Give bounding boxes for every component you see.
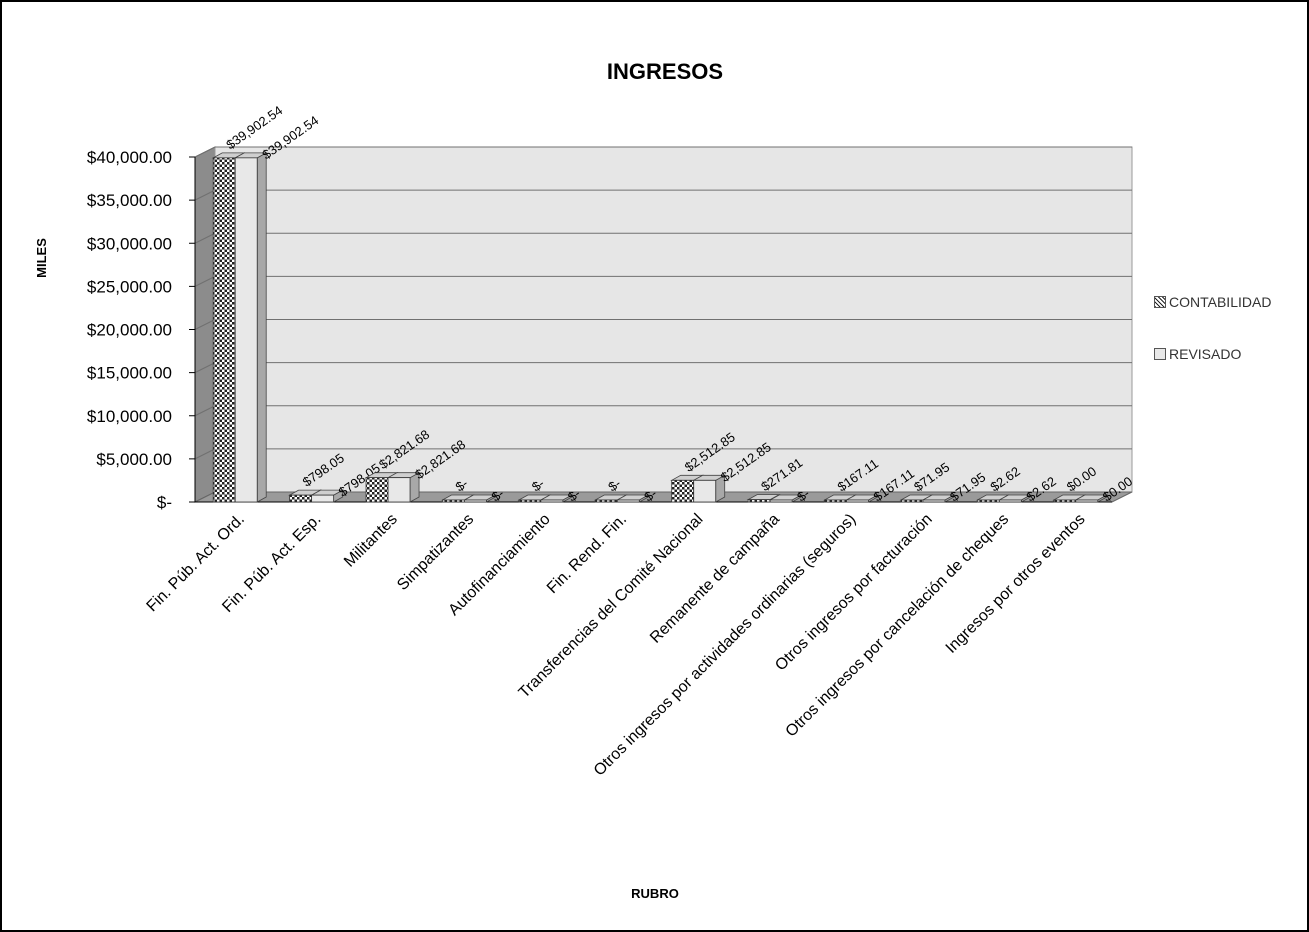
gridline-side xyxy=(194,448,216,460)
bar-revisado xyxy=(998,499,1022,503)
legend-swatch-contabilidad xyxy=(1154,296,1166,308)
y-axis-label: MILES xyxy=(34,238,49,278)
plot-area: $- $5,000.00 $10,000.00 $15,000.00 $20,000.0… xyxy=(87,103,1135,780)
y-tick-label: $15,000.00 xyxy=(87,364,172,383)
y-tick-label: $10,000.00 xyxy=(87,407,172,426)
x-tick-label: Ingresos por otros eventos xyxy=(943,511,1089,657)
bar-contabilidad xyxy=(289,494,313,503)
gridline-side xyxy=(194,189,216,201)
gridline-side xyxy=(194,362,216,374)
bar-revisado xyxy=(693,479,717,503)
bar-contabilidad xyxy=(671,479,695,503)
x-axis-label: RUBRO xyxy=(631,886,679,901)
gridline-side xyxy=(194,405,216,417)
x-tick-label: Otros ingresos por actividades ordinaria… xyxy=(591,511,860,780)
bar-revisado xyxy=(311,494,335,503)
bar-contabilidad xyxy=(824,499,847,503)
gridline-side xyxy=(194,232,216,244)
bar-contabilidad xyxy=(900,499,924,503)
chart-title: INGRESOS xyxy=(607,59,723,84)
x-tick-label: Fin. Rend. Fin. xyxy=(544,511,630,597)
bar-revisado xyxy=(387,477,411,503)
bar-revisado xyxy=(464,499,487,503)
bar-revisado xyxy=(846,499,869,503)
bar-side-revisado xyxy=(256,152,267,503)
gridline-side xyxy=(194,275,216,287)
bar-contabilidad xyxy=(518,499,542,503)
bar-revisado xyxy=(234,157,258,503)
gridline-side xyxy=(194,319,216,330)
bar-revisado xyxy=(769,499,793,503)
y-tick-label: $30,000.00 xyxy=(87,234,172,253)
y-tick-label: $40,000.00 xyxy=(87,148,172,167)
legend-item-revisado: REVISADO xyxy=(1154,346,1241,362)
bar-contabilidad xyxy=(365,477,389,503)
y-tick-label: $35,000.00 xyxy=(87,191,172,210)
bar-contabilidad xyxy=(1053,499,1077,503)
bar-contabilidad xyxy=(594,499,618,503)
bar-revisado xyxy=(616,499,640,503)
legend-label-contabilidad: CONTABILIDAD xyxy=(1169,294,1272,310)
bar-contabilidad xyxy=(747,499,771,503)
legend-item-contabilidad: CONTABILIDAD xyxy=(1154,294,1271,310)
y-tick-label: $20,000.00 xyxy=(87,321,172,340)
gridline-side xyxy=(194,146,216,158)
y-tick-label: $25,000.00 xyxy=(87,277,172,296)
x-tick-label: Remanente de campaña xyxy=(647,511,783,647)
bar-revisado xyxy=(540,499,564,503)
y-tick-label: $5,000.00 xyxy=(96,450,172,469)
legend-swatch-revisado xyxy=(1154,348,1166,360)
bar-revisado xyxy=(922,499,946,503)
bar-contabilidad xyxy=(442,499,465,503)
bar-contabilidad xyxy=(212,157,236,503)
y-tick-label: $- xyxy=(157,493,172,512)
x-tick-label: Simpatizantes xyxy=(394,511,477,594)
bar-revisado xyxy=(1075,499,1099,503)
legend-label-revisado: REVISADO xyxy=(1169,346,1242,362)
x-tick-label: Otros ingresos por facturación xyxy=(772,511,936,675)
x-tick-label: Militantes xyxy=(341,511,401,571)
bar-contabilidad xyxy=(976,499,1000,503)
